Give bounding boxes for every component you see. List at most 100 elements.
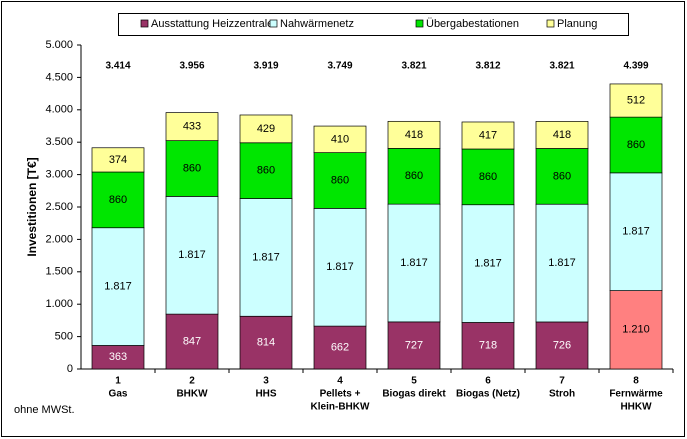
y-tick-label: 5.000 (45, 39, 73, 51)
data-label: 1.817 (400, 257, 428, 269)
data-label: 374 (109, 154, 127, 166)
bar-segment (535, 203, 589, 323)
bar-segment (609, 83, 663, 118)
bar-segment (387, 120, 441, 149)
total-label: 3.414 (105, 61, 130, 72)
legend-label: Ausstattung Heizzentrale (151, 18, 273, 30)
bar-segment (535, 148, 589, 205)
x-tick-label: 6 (485, 376, 491, 387)
x-tick-label: Klein-BHKW (311, 402, 370, 413)
x-tick-label: 3 (263, 376, 269, 387)
y-tick-label: 2.000 (45, 233, 73, 245)
x-tick-label: HHKW (620, 402, 652, 413)
bar-segment (461, 148, 515, 206)
data-label: 860 (257, 165, 275, 177)
legend-swatch (415, 19, 424, 28)
bar-segment (313, 208, 367, 327)
y-tick-label: 1.000 (45, 298, 73, 310)
bar-segment (239, 142, 293, 199)
y-tick-label: 4.000 (45, 104, 73, 116)
y-tick-label: 3.000 (45, 169, 73, 181)
bar-segment (313, 125, 367, 153)
note: ohne MWSt. (14, 404, 75, 416)
legend-swatch (269, 19, 278, 28)
x-tick-label: Pellets + (320, 389, 361, 400)
bar-segment (91, 171, 145, 229)
data-label: 718 (479, 340, 497, 352)
data-label: 860 (331, 174, 349, 186)
data-label: 363 (109, 351, 127, 363)
data-label: 847 (183, 335, 201, 347)
data-label: 662 (331, 341, 349, 353)
total-label: 3.749 (327, 61, 352, 72)
bar-segment (313, 325, 367, 370)
bar-segment (165, 196, 219, 315)
y-tick-label: 0 (67, 363, 73, 375)
legend (118, 13, 629, 36)
total-label: 3.812 (475, 61, 500, 72)
data-label: 860 (479, 171, 497, 183)
total-label: 3.956 (179, 61, 204, 72)
bar-segment (91, 147, 145, 173)
data-label: 433 (183, 121, 201, 133)
data-label: 860 (109, 194, 127, 206)
data-label: 1.817 (252, 251, 280, 263)
bar-segment (165, 112, 219, 141)
x-tick-label: Gas (109, 389, 128, 400)
bar-segment (535, 121, 589, 149)
bar-segment (387, 321, 441, 370)
bar-segment (91, 227, 145, 346)
bar-segment (239, 198, 293, 317)
total-label: 3.919 (253, 61, 278, 72)
legend-label: Planung (557, 18, 597, 30)
bar-segment (239, 315, 293, 370)
bar-segment (239, 114, 293, 144)
data-label: 727 (405, 339, 423, 351)
x-tick-label: 5 (411, 376, 417, 387)
data-label: 1.817 (104, 281, 132, 293)
y-tick-label: 3.500 (45, 136, 73, 148)
x-tick-label: BHKW (176, 389, 208, 400)
data-label: 410 (331, 133, 349, 145)
x-tick-label: 8 (633, 376, 639, 387)
bar-segment (609, 290, 663, 370)
total-label: 3.821 (401, 61, 426, 72)
data-label: 814 (257, 337, 275, 349)
data-label: 726 (553, 339, 571, 351)
bar-segment (165, 313, 219, 370)
bar-segment (609, 172, 663, 291)
x-tick-label: HHS (255, 389, 276, 400)
data-label: 1.817 (178, 249, 206, 261)
x-tick-label: 4 (337, 376, 343, 387)
total-label: 4.399 (623, 61, 648, 72)
data-label: 1.817 (548, 257, 576, 269)
data-label: 418 (553, 129, 571, 141)
bar-segment (387, 148, 441, 205)
legend-swatch (546, 19, 555, 28)
x-tick-label: Biogas direkt (382, 389, 446, 400)
y-tick-label: 2.500 (45, 201, 73, 213)
legend-label: Nahwärmenetz (280, 18, 354, 30)
y-tick-label: 500 (55, 331, 73, 343)
x-tick-label: 1 (115, 376, 121, 387)
x-tick-label: 7 (559, 376, 565, 387)
x-tick-label: Stroh (549, 389, 575, 400)
data-label: 418 (405, 129, 423, 141)
bar-segment (461, 204, 515, 323)
x-tick-label: Fernwärme (609, 389, 663, 400)
legend-swatch (140, 19, 149, 28)
data-label: 1.210 (622, 324, 650, 336)
x-tick-label: Biogas (Netz) (456, 389, 520, 400)
data-label: 860 (183, 162, 201, 174)
bar-segment (461, 121, 515, 150)
data-label: 1.817 (326, 261, 354, 273)
data-label: 860 (553, 170, 571, 182)
y-tick-label: 1.500 (45, 266, 73, 278)
total-label: 3.821 (549, 61, 574, 72)
data-label: 860 (405, 170, 423, 182)
y-tick-label: 4.500 (45, 71, 73, 83)
bar-segment (387, 203, 441, 323)
data-label: 417 (479, 129, 497, 141)
data-label: 860 (627, 139, 645, 151)
